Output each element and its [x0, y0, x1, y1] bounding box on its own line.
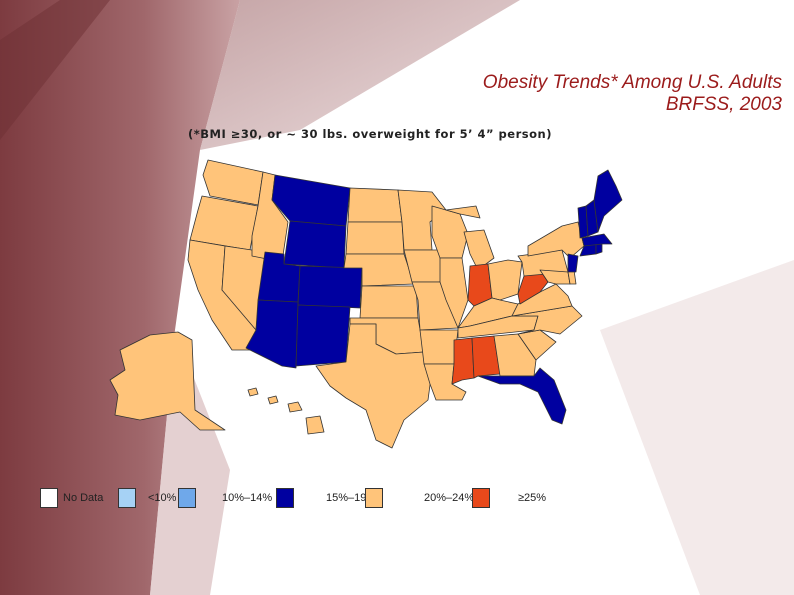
state-ri — [595, 243, 603, 255]
state-co — [297, 265, 363, 309]
map-title: Obesity Trends* Among U.S. Adults BRFSS,… — [483, 72, 782, 116]
state-wy — [283, 220, 347, 269]
title-line-1: Obesity Trends* Among U.S. Adults — [482, 72, 782, 93]
map-subtitle: (*BMI ≥30, or ~ 30 lbs. overweight for 5… — [188, 127, 552, 141]
legend-swatch-15-19 — [276, 488, 294, 508]
state-me — [593, 169, 623, 233]
legend-label-gte25: ≥25% — [518, 492, 547, 504]
legend-swatch-lt10 — [118, 488, 136, 508]
state-wa — [202, 159, 264, 206]
state-tx — [315, 323, 433, 449]
state-nj — [567, 253, 579, 273]
legend-swatch-no-data — [40, 488, 58, 508]
state-mn — [397, 189, 447, 251]
state-fl — [477, 367, 567, 425]
legend-label-20-24: 20%–24% — [424, 492, 475, 504]
state-az — [245, 299, 299, 369]
legend-swatch-gte25 — [472, 488, 490, 508]
state-ga — [493, 333, 537, 377]
state-oh — [487, 259, 523, 301]
state-nd — [347, 187, 403, 223]
legend-label-10-14: 10%–14% — [222, 492, 273, 504]
state-ma — [581, 233, 613, 247]
state-ks — [359, 285, 419, 319]
state-sd — [345, 221, 405, 255]
legend-label-no-data: No Data — [63, 492, 104, 504]
title-line-2: BRFSS, 2003 — [665, 94, 782, 115]
legend-label-15-19: 15%–19% — [326, 492, 377, 504]
legend-swatch-10-14 — [178, 488, 196, 508]
state-nc — [511, 305, 583, 335]
state-hi — [247, 387, 325, 435]
state-ms — [451, 337, 475, 385]
legend-swatch-20-24 — [365, 488, 383, 508]
state-ny — [527, 221, 585, 259]
legend-label-lt10: <10% — [148, 492, 177, 504]
state-al — [471, 335, 501, 379]
state-ak — [109, 331, 226, 431]
state-nm — [295, 304, 351, 367]
state-md — [539, 269, 571, 285]
state-ar — [419, 329, 459, 365]
